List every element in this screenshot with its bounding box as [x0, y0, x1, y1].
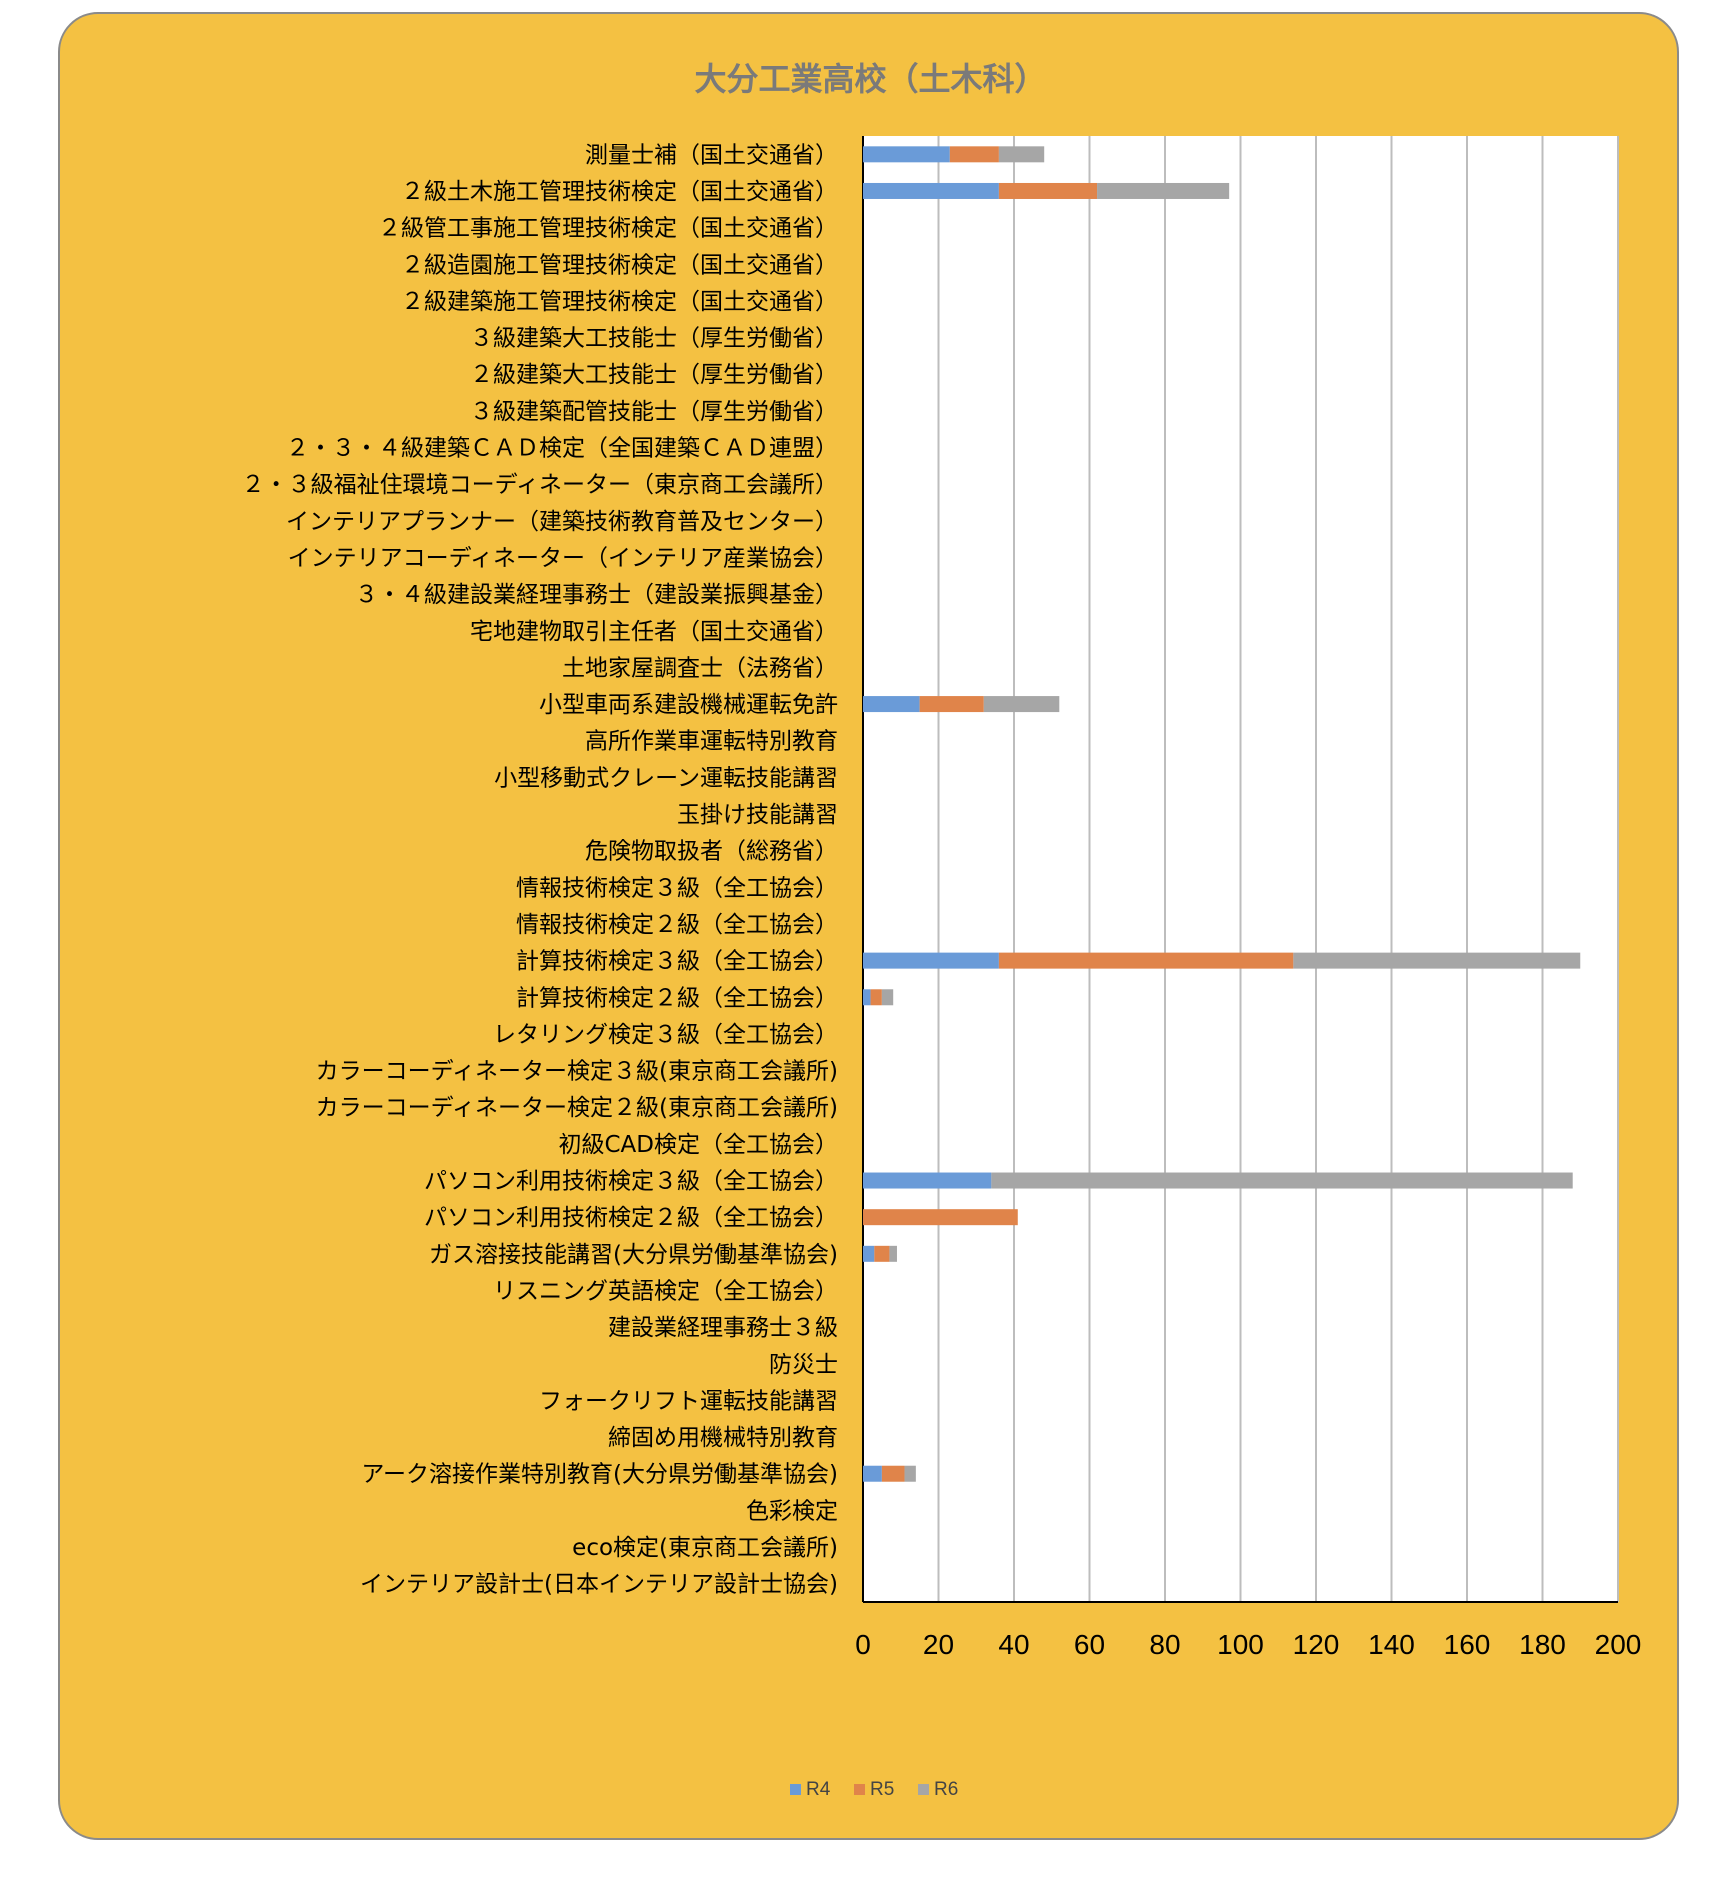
category-label: ２級管工事施工管理技術検定（国土交通省）: [378, 216, 838, 242]
category-label: 小型車両系建設機械運転免許: [539, 692, 838, 718]
category-label: カラーコーディネーター検定２級(東京商工会議所): [316, 1095, 838, 1121]
category-label: 土地家屋調査士（法務省）: [562, 655, 838, 681]
chart-title: 大分工業高校（土木科）: [694, 60, 1047, 98]
category-label: インテリアプランナー（建築技術教育普及センター）: [286, 509, 838, 535]
bar-R6: [881, 989, 894, 1006]
legend-label: R6: [934, 1779, 958, 1800]
category-label: 初級CAD検定（全工協会）: [558, 1132, 838, 1158]
category-label: 情報技術検定２級（全工協会）: [516, 912, 838, 938]
bar-R4: [863, 182, 999, 199]
bar-R4: [863, 1465, 882, 1482]
category-label: 建設業経理事務士３級: [608, 1315, 838, 1341]
x-tick-label: 180: [1519, 1629, 1566, 1660]
category-label: 高所作業車運転特別教育: [585, 729, 838, 755]
bar-R6: [991, 1172, 1573, 1189]
category-label: 防災士: [769, 1352, 838, 1378]
legend-label: R4: [806, 1779, 831, 1800]
bar-R6: [1293, 952, 1581, 969]
bar-R6: [998, 146, 1045, 163]
bar-R5: [870, 989, 882, 1006]
category-label: ２級造園施工管理技術検定（国土交通省）: [401, 252, 838, 278]
legend-swatch-R4: [790, 1784, 801, 1795]
bar-R5: [998, 182, 1098, 199]
x-tick-label: 200: [1595, 1629, 1642, 1660]
bar-R4: [863, 952, 999, 969]
category-label: 色彩検定: [746, 1498, 838, 1524]
category-label: リスニング英語検定（全工協会）: [493, 1278, 838, 1304]
x-tick-label: 100: [1217, 1629, 1264, 1660]
x-tick-label: 80: [1149, 1629, 1180, 1660]
category-label: ３・４級建設業経理事務士（建設業振興基金）: [355, 582, 838, 608]
bar-R6: [1097, 182, 1230, 199]
category-label: インテリア設計士(日本インテリア設計士協会): [360, 1572, 838, 1598]
x-tick-label: 40: [998, 1629, 1029, 1660]
category-label: 締固め用機械特別教育: [608, 1425, 838, 1451]
category-label: インテリアコーディネーター（インテリア産業協会）: [288, 545, 838, 571]
category-label: ２級建築施工管理技術検定（国土交通省）: [401, 289, 838, 315]
legend-swatch-R6: [918, 1784, 929, 1795]
legend-swatch-R5: [854, 1784, 865, 1795]
x-tick-label: 0: [855, 1629, 871, 1660]
category-label: 計算技術検定３級（全工協会）: [516, 949, 838, 975]
category-label: パソコン利用技術検定３級（全工協会）: [424, 1169, 838, 1195]
category-label: ２級土木施工管理技術検定（国土交通省）: [401, 179, 838, 205]
bar-R4: [863, 1172, 992, 1189]
category-label: 玉掛け技能講習: [677, 802, 838, 828]
bar-R5: [919, 696, 984, 713]
category-label: フォークリフト運転技能講習: [539, 1388, 838, 1414]
category-label: ２・３・４級建築ＣＡＤ検定（全国建築ＣＡＤ連盟）: [286, 436, 838, 462]
x-tick-label: 160: [1444, 1629, 1491, 1660]
bar-R4: [863, 1245, 875, 1262]
category-label: カラーコーディネーター検定３級(東京商工会議所): [316, 1059, 838, 1085]
x-tick-label: 120: [1293, 1629, 1340, 1660]
bar-R4: [863, 146, 950, 163]
bar-R5: [881, 1465, 905, 1482]
bar-R4: [863, 696, 920, 713]
category-label: ガス溶接技能講習(大分県労働基準協会): [429, 1242, 838, 1268]
category-label: eco検定(東京商工会議所): [572, 1535, 838, 1561]
category-label: アーク溶接作業特別教育(大分県労働基準協会): [361, 1462, 838, 1488]
category-label: 小型移動式クレーン運転技能講習: [494, 765, 838, 791]
category-label: ２・３級福祉住環境コーディネーター（東京商工会議所）: [242, 472, 838, 498]
x-tick-label: 60: [1074, 1629, 1105, 1660]
category-label: 測量士補（国土交通省）: [585, 142, 838, 168]
bar-R5: [874, 1245, 890, 1262]
category-label: パソコン利用技術検定２級（全工協会）: [424, 1205, 838, 1231]
category-label: 情報技術検定３級（全工協会）: [516, 875, 838, 901]
category-label: ３級建築配管技能士（厚生労働省）: [470, 399, 838, 425]
bar-R5: [998, 952, 1294, 969]
bar-R6: [889, 1245, 897, 1262]
category-label: 危険物取扱者（総務省）: [585, 839, 838, 865]
category-label: ３級建築大工技能士（厚生労働省）: [470, 326, 838, 352]
bar-R6: [904, 1465, 916, 1482]
bar-R5: [863, 1209, 1018, 1226]
legend-label: R5: [870, 1779, 894, 1800]
x-tick-label: 140: [1368, 1629, 1415, 1660]
category-label: レタリング検定３級（全工協会）: [493, 1022, 838, 1048]
category-label: ２級建築大工技能士（厚生労働省）: [470, 362, 838, 388]
bar-R5: [949, 146, 999, 163]
category-label: 計算技術検定２級（全工協会）: [516, 985, 838, 1011]
bar-R6: [983, 696, 1060, 713]
category-label: 宅地建物取引主任者（国土交通省）: [470, 619, 838, 645]
bar-R4: [863, 989, 871, 1006]
x-tick-label: 20: [923, 1629, 954, 1660]
